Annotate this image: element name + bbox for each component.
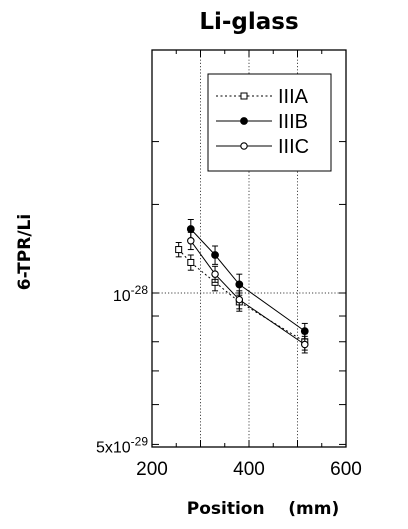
legend-marker (240, 92, 248, 100)
series-iiic (187, 231, 309, 354)
data-point (211, 270, 219, 278)
data-point (235, 280, 244, 289)
data-point (300, 327, 309, 335)
legend-marker (240, 142, 248, 150)
data-point (186, 225, 195, 233)
legend-label: IIIB (278, 111, 308, 133)
data-point (187, 258, 195, 266)
data-point (301, 340, 309, 349)
legend: IIIA IIIB IIIC (207, 73, 332, 172)
x-tick-label: 400 (233, 459, 265, 480)
legend-marker (240, 117, 248, 125)
y-tick-label: 10-28 (113, 283, 148, 305)
legend-label: IIIA (278, 86, 309, 108)
data-point (187, 237, 195, 245)
series-line (190, 228, 306, 332)
x-tick-label: 200 (136, 459, 168, 480)
data-point (235, 295, 244, 304)
data-point (211, 251, 219, 259)
x-axis-label: Position (mm) (187, 499, 339, 519)
y-axis-label: 6-TPR/Li (15, 214, 35, 290)
series-iiib (186, 218, 309, 340)
series-iiia (175, 242, 309, 351)
y-tick-label: 5x10-29 (96, 434, 148, 456)
series-line (190, 240, 306, 345)
legend-label: IIIC (278, 136, 309, 158)
plot-area: 200 400 600 10-28 5x10-29 IIIA IIIB IIIC (96, 49, 362, 480)
data-point (175, 246, 183, 254)
chart-title: Li-glass (199, 9, 298, 35)
x-tick-label: 600 (330, 459, 362, 480)
legend-box (207, 73, 332, 172)
